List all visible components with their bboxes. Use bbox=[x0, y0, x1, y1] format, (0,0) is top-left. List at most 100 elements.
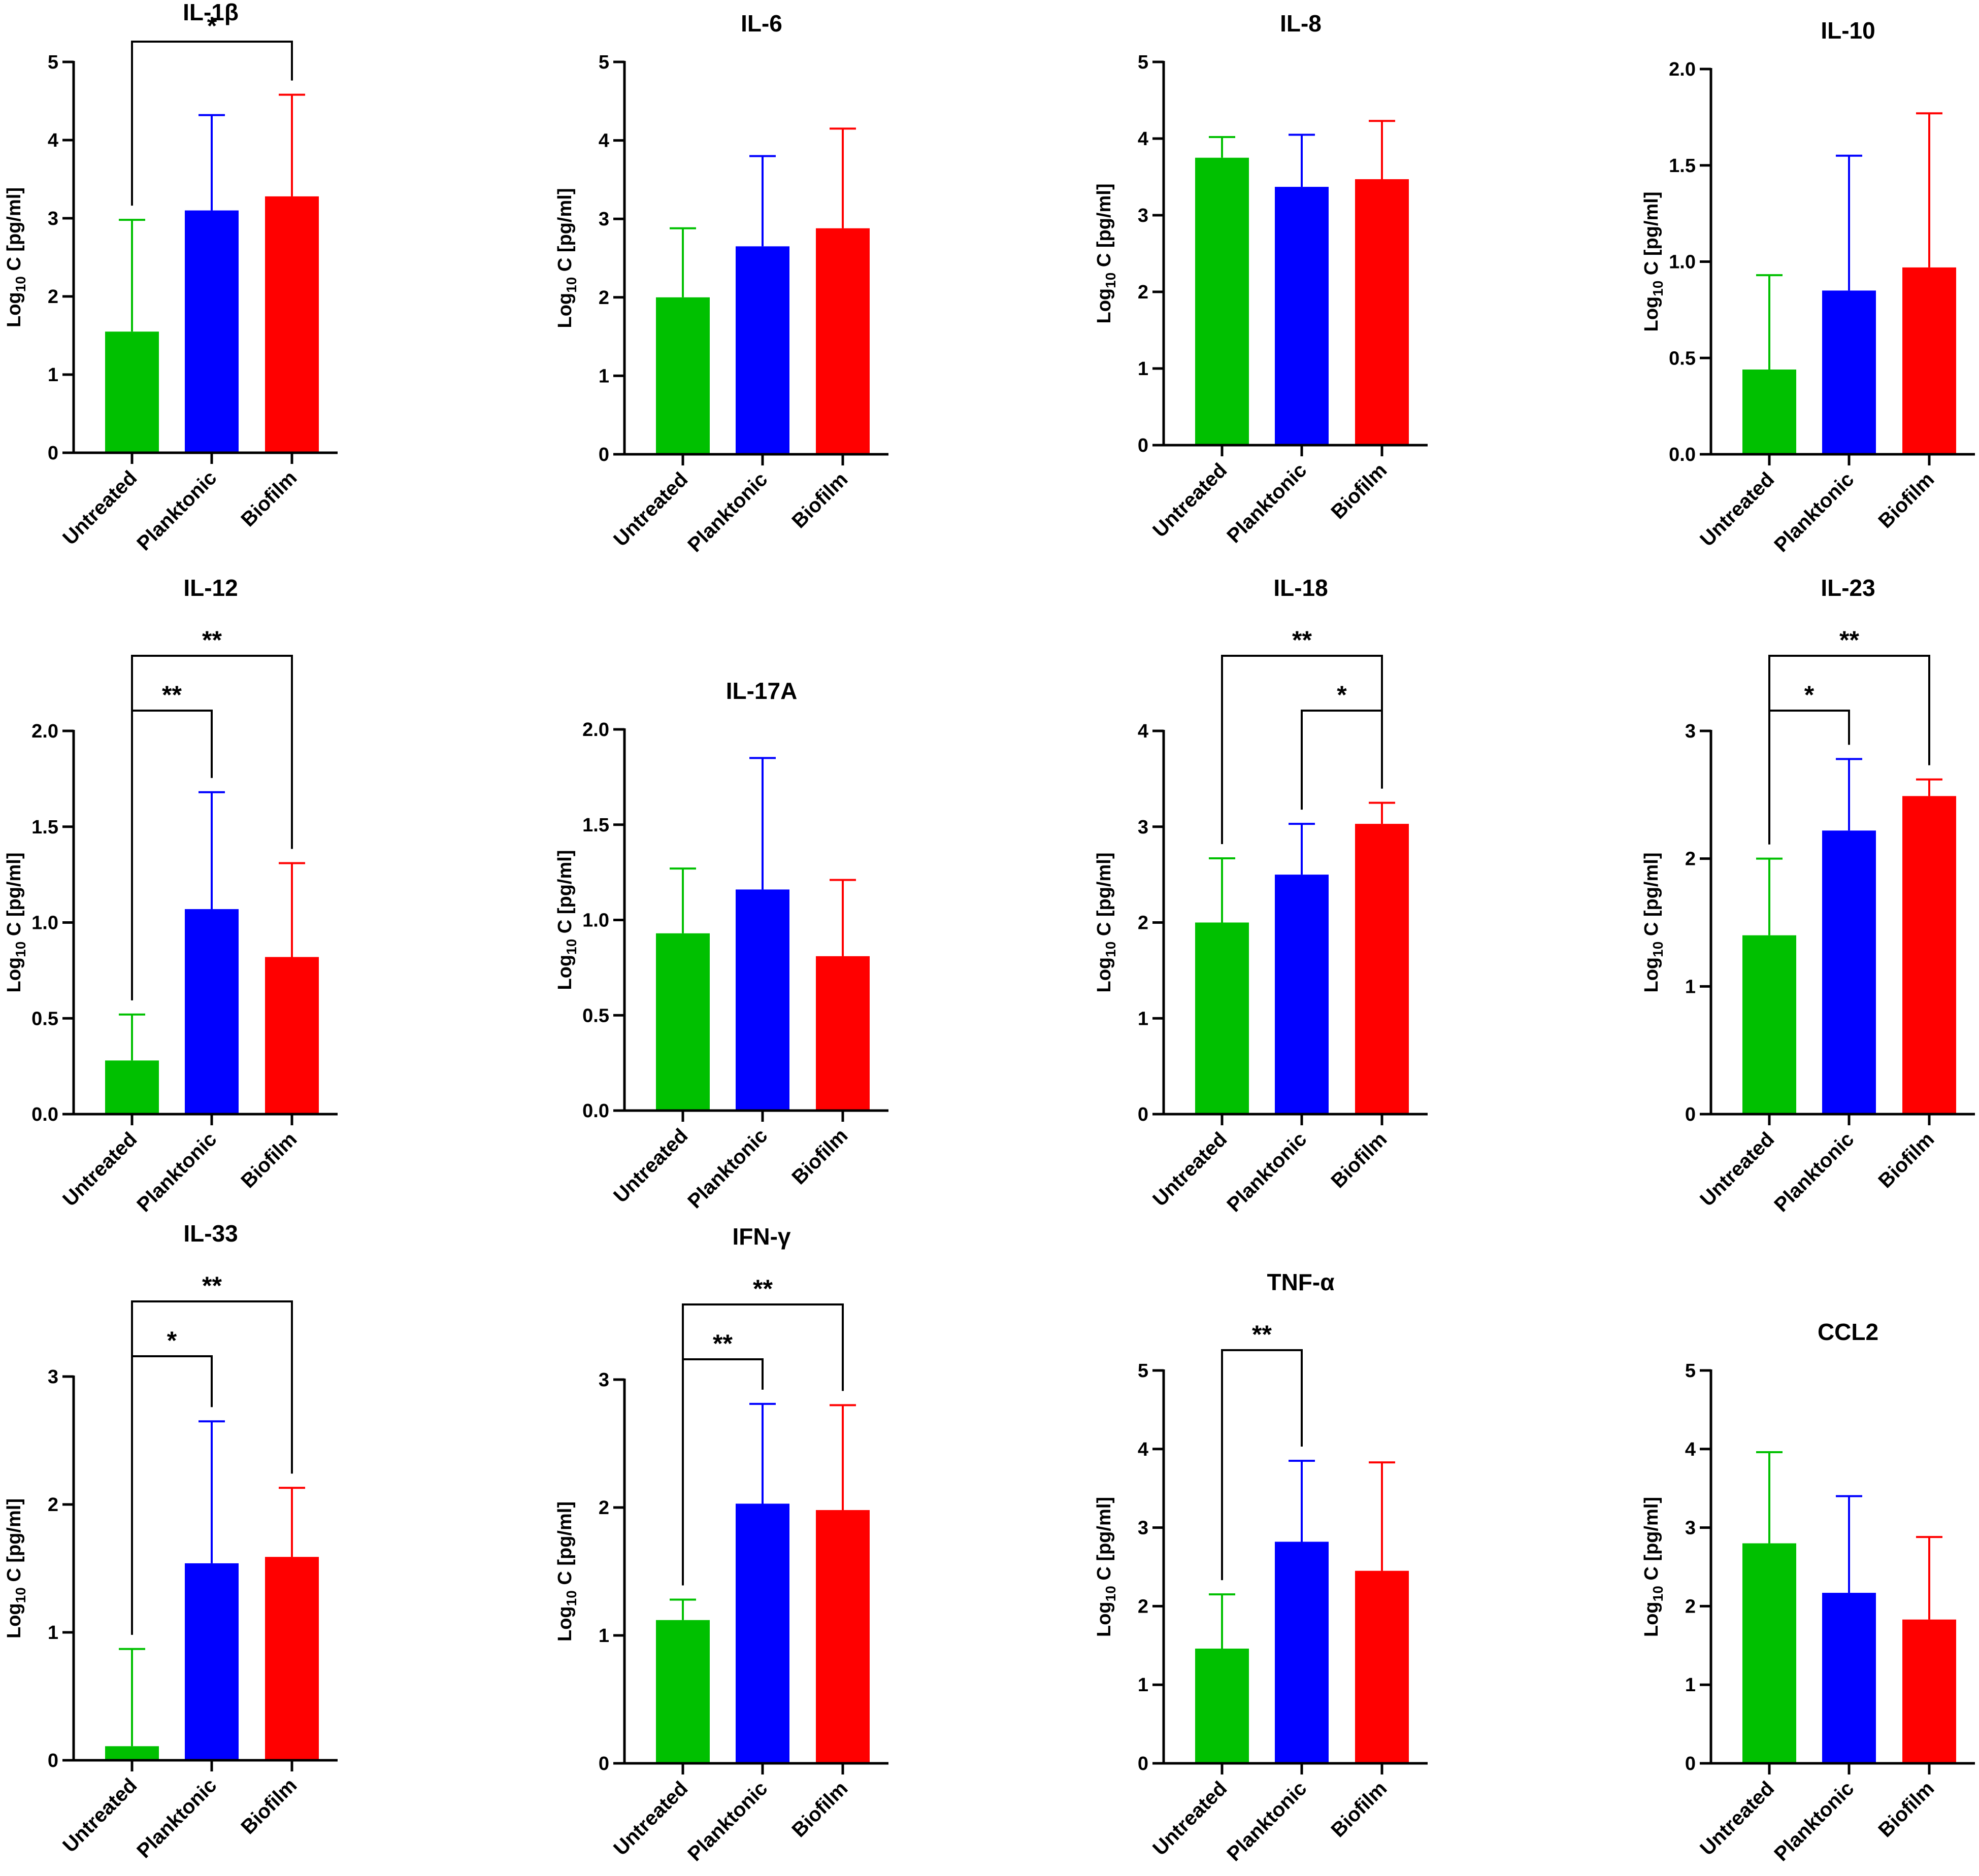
significance-label: * bbox=[1804, 681, 1815, 709]
y-tick-label: 3 bbox=[48, 1366, 58, 1388]
bar-planktonic bbox=[1275, 1542, 1329, 1763]
y-tick-label: 4 bbox=[599, 130, 609, 152]
bar-biofilm bbox=[1355, 824, 1409, 1114]
y-axis-label: Log10 C [pg/ml] bbox=[1094, 853, 1118, 993]
y-tick-label: 2 bbox=[1138, 282, 1148, 303]
y-tick-label: 1 bbox=[599, 365, 609, 387]
x-tick-label-planktonic: Planktonic bbox=[133, 1774, 221, 1862]
significance-label: ** bbox=[1839, 626, 1859, 654]
y-axis-label: Log10 C [pg/ml] bbox=[554, 1501, 579, 1642]
x-tick-label-untreated: Untreated bbox=[609, 1777, 692, 1860]
y-tick-label: 1.0 bbox=[1669, 252, 1696, 273]
bar-biofilm bbox=[816, 1510, 870, 1763]
y-tick-label: 0 bbox=[1138, 1104, 1148, 1125]
bar-planktonic bbox=[1275, 875, 1329, 1114]
x-tick-label-biofilm: Biofilm bbox=[1874, 1128, 1938, 1192]
y-tick-label: 4 bbox=[1138, 1439, 1148, 1460]
chart-title: IL-17A bbox=[726, 678, 798, 704]
y-tick-label: 0 bbox=[1685, 1104, 1696, 1125]
y-tick-label: 0 bbox=[1138, 435, 1148, 456]
x-tick-label-planktonic: Planktonic bbox=[133, 1128, 221, 1216]
chart-title: IL-23 bbox=[1821, 575, 1875, 601]
y-tick-label: 3 bbox=[1138, 205, 1148, 226]
bar-planktonic bbox=[185, 210, 239, 453]
y-tick-label: 2 bbox=[1685, 849, 1696, 870]
y-tick-label: 0 bbox=[599, 1753, 609, 1774]
significance-label: ** bbox=[202, 626, 222, 654]
y-tick-label: 1 bbox=[1138, 1674, 1148, 1696]
x-tick-label-planktonic: Planktonic bbox=[1770, 468, 1858, 556]
bar-biofilm bbox=[1902, 796, 1956, 1114]
y-tick-label: 3 bbox=[599, 209, 609, 230]
significance-bracket bbox=[1768, 655, 1930, 845]
chart-title: IL-8 bbox=[1280, 10, 1322, 37]
bar-biofilm bbox=[1355, 1570, 1409, 1763]
bar-untreated bbox=[1742, 935, 1796, 1114]
significance-label: ** bbox=[1252, 1320, 1272, 1349]
y-axis-label: Log10 C [pg/ml] bbox=[1094, 184, 1118, 324]
chart-title: IL-1β bbox=[183, 0, 239, 25]
y-axis-label: Log10 C [pg/ml] bbox=[4, 853, 28, 993]
chart-title: TNF-α bbox=[1267, 1269, 1334, 1295]
y-tick-label: 1 bbox=[1685, 1674, 1696, 1696]
y-axis-label: Log10 C [pg/ml] bbox=[4, 1498, 28, 1638]
y-tick-label: 5 bbox=[48, 52, 58, 73]
bar-planktonic bbox=[736, 889, 789, 1111]
bar-untreated bbox=[1195, 1648, 1249, 1763]
y-tick-label: 0.0 bbox=[582, 1100, 609, 1122]
y-tick-label: 0.0 bbox=[31, 1104, 58, 1125]
chart-title: IL-18 bbox=[1273, 575, 1328, 601]
x-tick-label-untreated: Untreated bbox=[1696, 1128, 1778, 1211]
y-tick-label: 0 bbox=[1138, 1753, 1148, 1774]
x-tick-label-biofilm: Biofilm bbox=[787, 1124, 852, 1189]
bar-biofilm bbox=[265, 196, 319, 453]
bar-untreated bbox=[1195, 922, 1249, 1114]
bar-biofilm bbox=[1902, 267, 1956, 454]
significance-label: ** bbox=[1292, 626, 1312, 654]
y-tick-label: 2 bbox=[1138, 1596, 1148, 1617]
chart-title: CCL2 bbox=[1818, 1319, 1878, 1345]
y-tick-label: 1.0 bbox=[582, 910, 609, 931]
x-tick-label-biofilm: Biofilm bbox=[1874, 468, 1938, 532]
y-tick-label: 2 bbox=[48, 286, 58, 308]
y-tick-label: 0.5 bbox=[1669, 348, 1696, 369]
significance-bracket bbox=[1221, 1349, 1303, 1581]
bar-untreated bbox=[105, 1746, 159, 1760]
x-tick-label-untreated: Untreated bbox=[609, 468, 692, 551]
bar-planktonic bbox=[736, 246, 789, 454]
bar-planktonic bbox=[185, 1563, 239, 1760]
bar-planktonic bbox=[185, 909, 239, 1114]
x-tick-label-biofilm: Biofilm bbox=[787, 1777, 852, 1841]
significance-bracket bbox=[1221, 655, 1383, 845]
y-tick-label: 0.5 bbox=[582, 1005, 609, 1026]
x-tick-label-untreated: Untreated bbox=[1696, 1777, 1778, 1860]
bar-untreated bbox=[656, 933, 710, 1111]
y-tick-label: 2 bbox=[599, 287, 609, 309]
y-tick-label: 5 bbox=[1138, 1360, 1148, 1382]
y-tick-label: 4 bbox=[1138, 721, 1148, 742]
y-tick-label: 4 bbox=[1685, 1439, 1696, 1460]
x-tick-label-biofilm: Biofilm bbox=[1874, 1777, 1938, 1841]
y-tick-label: 0.5 bbox=[31, 1008, 58, 1029]
y-tick-label: 2.0 bbox=[31, 721, 58, 742]
x-tick-label-untreated: Untreated bbox=[1148, 459, 1231, 542]
y-tick-label: 1 bbox=[48, 364, 58, 386]
significance-bracket bbox=[1768, 710, 1850, 845]
x-tick-label-biofilm: Biofilm bbox=[787, 468, 852, 532]
y-tick-label: 1 bbox=[599, 1625, 609, 1647]
x-tick-label-biofilm: Biofilm bbox=[1327, 1777, 1391, 1841]
chart-title: IL-6 bbox=[741, 10, 782, 37]
bar-planktonic bbox=[1822, 290, 1876, 454]
y-tick-label: 0 bbox=[1685, 1753, 1696, 1774]
y-axis-label: Log10 C [pg/ml] bbox=[1094, 1497, 1118, 1637]
y-tick-label: 3 bbox=[599, 1369, 609, 1391]
significance-bracket bbox=[131, 41, 293, 206]
